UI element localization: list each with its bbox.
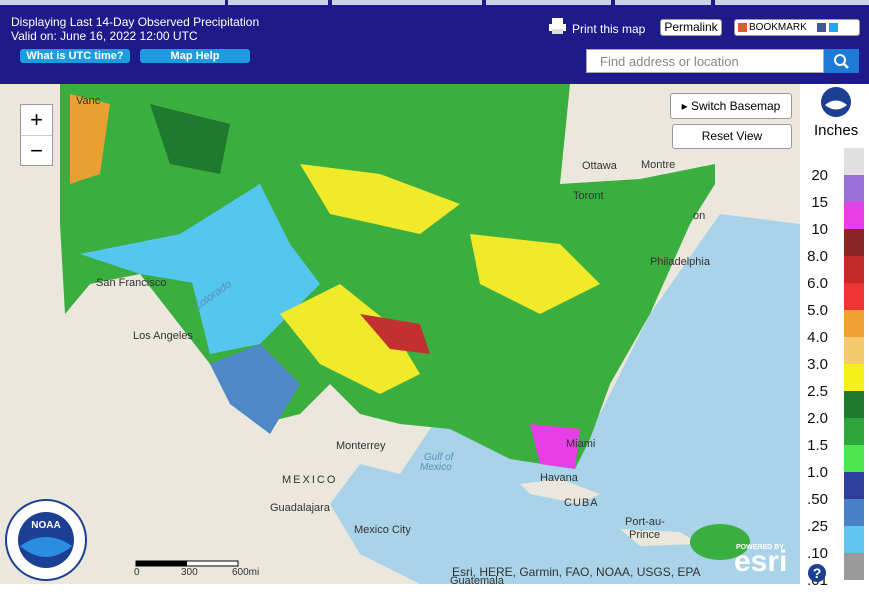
zoom-control: + − bbox=[20, 104, 53, 166]
zoom-out[interactable]: − bbox=[30, 138, 43, 163]
switch-basemap[interactable]: ▸ Switch Basemap bbox=[670, 93, 792, 119]
map-label: Guatemala bbox=[450, 575, 504, 587]
esri-powered: POWERED BY bbox=[736, 544, 784, 551]
tab[interactable] bbox=[486, 0, 612, 5]
search-icon bbox=[834, 54, 849, 69]
utc-button[interactable]: What is UTC time? bbox=[20, 49, 130, 63]
valid-date: Valid on: June 16, 2022 12:00 UTC bbox=[11, 29, 198, 43]
map-label: Port-au- bbox=[625, 516, 665, 528]
map-label: Gulf of bbox=[424, 452, 454, 463]
legend-label: 1.0 bbox=[807, 464, 828, 481]
legend-label: 2.0 bbox=[807, 410, 828, 427]
noaa-text: NOAA bbox=[31, 520, 60, 531]
map-label: CUBA bbox=[564, 497, 599, 509]
legend-label: 1.5 bbox=[807, 437, 828, 454]
print-icon[interactable] bbox=[548, 17, 568, 35]
tab[interactable] bbox=[615, 0, 712, 5]
scale-label: 0 bbox=[134, 567, 140, 578]
switch-basemap-label: Switch Basemap bbox=[690, 99, 781, 113]
legend-unit: Inches bbox=[814, 122, 859, 139]
map-label: MEXICO bbox=[282, 474, 338, 486]
search-button[interactable] bbox=[824, 49, 859, 73]
legend-label: 8.0 bbox=[807, 248, 828, 265]
scale-label: 300 bbox=[181, 567, 198, 578]
bookmark[interactable]: BOOKMARK bbox=[734, 19, 860, 36]
legend-label: .50 bbox=[807, 491, 828, 508]
legend-label: 2.5 bbox=[807, 383, 828, 400]
scale-label: 600mi bbox=[232, 567, 260, 578]
map-label: Mexico bbox=[420, 462, 452, 473]
attribution: Esri, HERE, Garmin, FAO, NOAA, USGS, EPA bbox=[452, 565, 701, 579]
map-label: Havana bbox=[540, 472, 578, 484]
zoom-in[interactable]: + bbox=[21, 105, 52, 136]
legend-label: .10 bbox=[807, 545, 828, 562]
noaa-icon bbox=[821, 87, 851, 117]
map-label: Guadalajara bbox=[270, 502, 330, 514]
search-input[interactable]: Find address or location bbox=[586, 49, 824, 73]
legend-label: 4.0 bbox=[807, 329, 828, 346]
print-link[interactable]: Print this map bbox=[572, 22, 646, 36]
map-label: Toront bbox=[573, 190, 604, 202]
map-label: Los Angeles bbox=[133, 330, 193, 342]
tab[interactable] bbox=[715, 0, 869, 5]
legend-swatches bbox=[844, 148, 864, 580]
help-icon[interactable]: ? bbox=[808, 564, 826, 582]
map-label: on bbox=[693, 210, 706, 222]
tab[interactable] bbox=[0, 0, 226, 5]
map[interactable] bbox=[0, 84, 800, 584]
tab[interactable] bbox=[228, 0, 329, 5]
legend-label: 20 bbox=[811, 167, 828, 184]
header: Displaying Last 14-Day Observed Precipit… bbox=[0, 0, 869, 84]
reset-view[interactable]: Reset View bbox=[672, 124, 792, 149]
map-label: Prince bbox=[629, 529, 661, 541]
scale-bar bbox=[135, 560, 239, 567]
map-label: Vanc bbox=[76, 95, 101, 107]
esri-logo: esri bbox=[734, 545, 788, 578]
map-label: Philadelphia bbox=[650, 256, 710, 268]
legend-label: 3.0 bbox=[807, 356, 828, 373]
map-label: Montre bbox=[641, 159, 676, 171]
map-label: Mexico City bbox=[354, 524, 411, 536]
map-label: Ottawa bbox=[582, 160, 617, 172]
legend-label: 6.0 bbox=[807, 275, 828, 292]
bookmark-label: BOOKMARK bbox=[749, 22, 807, 33]
permalink[interactable]: Permalink bbox=[660, 19, 722, 36]
legend-label: 5.0 bbox=[807, 302, 828, 319]
tab[interactable] bbox=[332, 0, 483, 5]
noaa-logo: NOAA bbox=[5, 499, 87, 581]
legend-label: .25 bbox=[807, 518, 828, 535]
help-button[interactable]: Map Help bbox=[140, 49, 250, 63]
map-label: San Francisco bbox=[96, 277, 167, 289]
map-label: Miami bbox=[566, 438, 596, 450]
map-label: Monterrey bbox=[336, 440, 386, 452]
legend-label: 15 bbox=[811, 194, 828, 211]
title: Displaying Last 14-Day Observed Precipit… bbox=[11, 15, 260, 29]
legend-label: 10 bbox=[811, 221, 828, 238]
